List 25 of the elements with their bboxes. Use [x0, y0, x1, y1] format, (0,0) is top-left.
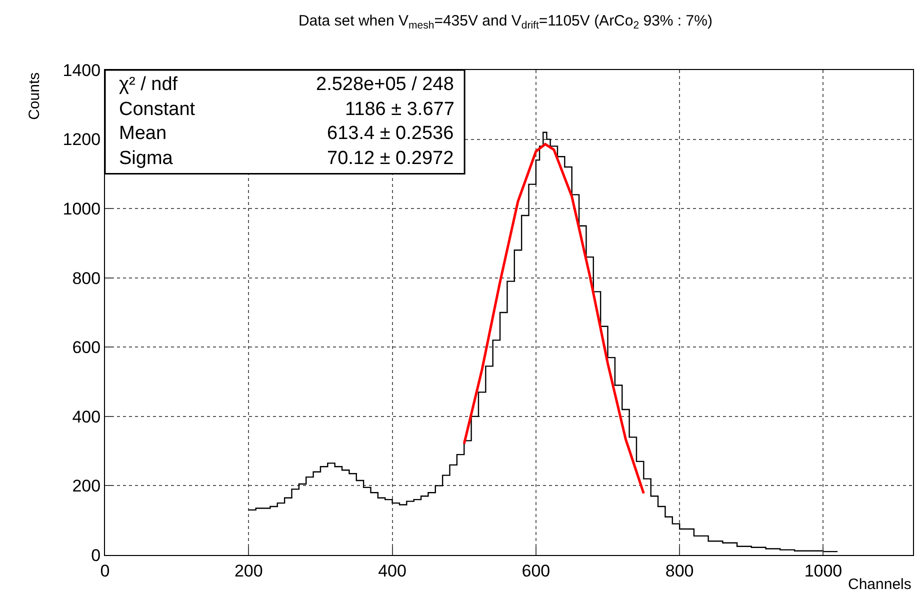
annotation: Mean [119, 123, 167, 144]
annotation: 1186 ± 3.677 [345, 99, 454, 120]
annotation: 2.528e+05 / 248 [316, 74, 454, 95]
y-tick-label: 200 [72, 476, 101, 496]
x-tick-label: 1000 [804, 561, 842, 580]
annotation: Sigma [119, 148, 174, 169]
chart-title: Data set when V$_{mesh}$=435V and V$_{drift}$=1105V (ArCo$_{2}$ 93% : 7%) [298, 12, 712, 32]
annotation: Constant [119, 99, 196, 120]
y-axis-title: Counts [26, 72, 43, 120]
x-tick-label: 800 [665, 561, 694, 580]
x-tick-label: 400 [378, 561, 406, 580]
y-tick-label: 800 [72, 268, 101, 288]
y-tick-label: 1400 [62, 60, 101, 80]
y-tick-label: 1200 [62, 130, 101, 150]
line-series [462, 142, 645, 495]
annotation: 613.4 ± 0.2536 [327, 123, 454, 144]
x-tick-label: 600 [522, 561, 550, 580]
x-tick-label: 200 [234, 561, 263, 580]
y-tick-label: 0 [91, 546, 101, 565]
annotation: χ² / ndf [119, 74, 178, 95]
x-axis-title: Channels [848, 576, 912, 593]
y-tick-label: 1000 [62, 200, 101, 219]
y-tick-label: 400 [72, 407, 101, 426]
y-tick-label: 600 [72, 338, 101, 358]
annotation: 70.12 ± 0.2972 [327, 148, 454, 169]
